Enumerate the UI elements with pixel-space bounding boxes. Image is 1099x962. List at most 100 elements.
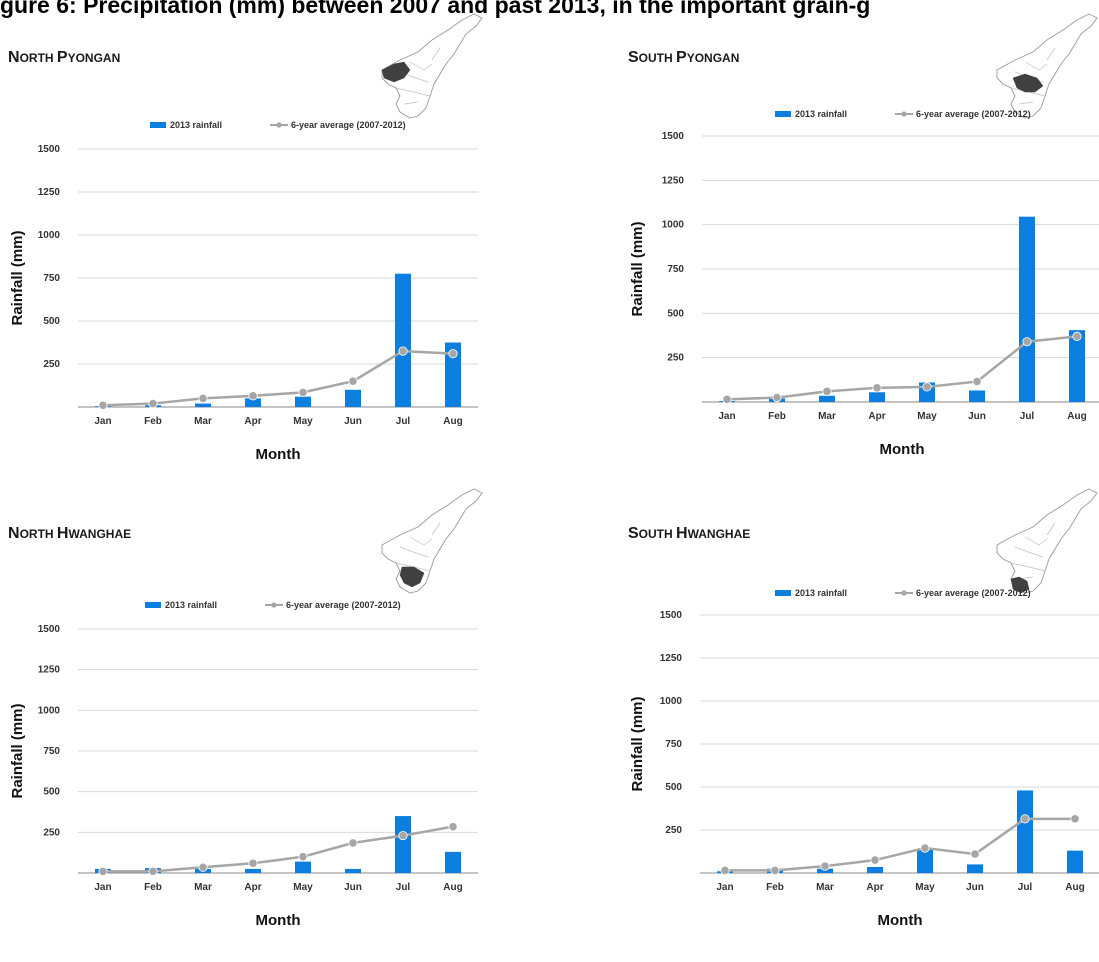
bar-2013-mar: [817, 868, 833, 873]
bar-2013-jun: [345, 868, 361, 873]
x-axis-title: Month: [878, 912, 923, 929]
south-pyongan-chart-panel: SOUTH PYONGAN 2013 rainfall 6-year average…: [620, 13, 1099, 492]
bar-2013-aug: [445, 851, 461, 873]
average-point-feb: [148, 398, 158, 409]
y-tick-label: 1000: [38, 705, 61, 716]
average-point-feb: [772, 392, 782, 403]
average-point-apr: [248, 391, 258, 401]
chart-title: NORTH PYONGAN: [8, 49, 120, 66]
x-tick-label: Jun: [344, 882, 362, 893]
south-pyongan-map-icon: [996, 13, 1098, 119]
average-point-aug: [1070, 814, 1080, 824]
x-tick-label: Aug: [1067, 411, 1086, 422]
y-tick-label: 1500: [38, 144, 61, 155]
x-tick-label: Feb: [144, 882, 162, 893]
x-tick-label: Feb: [144, 416, 162, 427]
bar-2013-apr: [245, 398, 261, 407]
y-axis-title: Rainfall (mm): [629, 221, 646, 316]
legend-bar-swatch: [150, 122, 166, 128]
x-tick-label: Jan: [94, 882, 111, 893]
x-tick-label: Jan: [718, 411, 735, 422]
chart-svg: NORTH PYONGAN 2013 rainfall 6-year average…: [8, 13, 483, 463]
average-point-aug: [448, 822, 458, 832]
highlighted-province-shape: [399, 566, 425, 588]
y-tick-label: 750: [665, 739, 682, 750]
y-tick-label: 250: [43, 827, 60, 838]
average-point-jul: [398, 346, 408, 356]
x-tick-label: Apr: [244, 882, 261, 893]
province-borders-shape: [395, 47, 441, 105]
chart-svg: NORTH HWANGHAE 2013 rainfall 6-year averag…: [8, 488, 483, 929]
average-point-jul: [1020, 814, 1030, 824]
average-point-jul: [1022, 337, 1032, 347]
y-tick-label: 750: [667, 264, 684, 275]
y-tick-label: 1500: [662, 131, 685, 142]
x-tick-label: Mar: [816, 882, 834, 893]
y-tick-label: 750: [43, 746, 60, 757]
average-point-aug: [1072, 331, 1082, 341]
six-year-average-line: [103, 825, 454, 873]
bar-2013-mar: [195, 403, 211, 407]
chart-legend: 2013 rainfall 6-year average (2007-2012): [775, 109, 1031, 119]
x-axis-title: Month: [256, 446, 301, 463]
average-point-jan: [98, 400, 108, 410]
y-tick-label: 1000: [662, 220, 685, 231]
legend-marker-swatch: [276, 122, 282, 128]
bar-2013-aug: [445, 342, 461, 407]
bar-2013-may: [295, 861, 311, 873]
x-axis-title: Month: [880, 441, 925, 458]
legend-bar-swatch: [775, 590, 791, 596]
y-tick-label: 1500: [38, 624, 61, 635]
legend-label-6-year-average: 6-year average (2007-2012): [916, 109, 1031, 119]
x-axis-title: Month: [256, 912, 301, 929]
page-title: gure 6: Precipitation (mm) between 2007 …: [0, 0, 871, 18]
chart-title: SOUTH HWANGHAE: [628, 525, 750, 542]
x-tick-label: Feb: [766, 882, 784, 893]
x-tick-label: Jun: [344, 416, 362, 427]
bar-2013-jun: [969, 390, 985, 402]
y-tick-label: 750: [43, 273, 60, 284]
x-tick-label: Apr: [866, 882, 883, 893]
average-point-jul: [398, 830, 408, 841]
bar-2013-jun: [967, 864, 983, 873]
korea-outline-shape: [381, 488, 483, 594]
y-tick-label: 250: [43, 359, 60, 370]
bar-2013-jul: [1019, 216, 1035, 402]
average-point-jan: [98, 866, 108, 876]
average-point-jan: [720, 865, 730, 876]
legend-marker-swatch: [901, 590, 907, 596]
bar-2013-apr: [867, 866, 883, 873]
legend-marker-swatch: [271, 602, 277, 608]
legend-label-6-year-average: 6-year average (2007-2012): [916, 588, 1031, 598]
x-tick-label: Aug: [443, 416, 462, 427]
highlighted-province-shape: [1012, 73, 1044, 93]
average-point-mar: [198, 862, 208, 872]
average-point-feb: [148, 866, 158, 876]
x-tick-label: Apr: [868, 411, 885, 422]
legend-label-2013-rainfall: 2013 rainfall: [165, 600, 217, 610]
x-tick-label: May: [293, 882, 313, 893]
legend-label-6-year-average: 6-year average (2007-2012): [291, 120, 406, 130]
y-tick-label: 1250: [660, 653, 683, 664]
x-tick-label: May: [915, 882, 935, 893]
north-pyongan-chart-panel: NORTH PYONGAN 2013 rainfall 6-year average…: [0, 13, 545, 492]
y-tick-label: 1250: [38, 187, 61, 198]
bar-2013-mar: [819, 395, 835, 402]
chart-legend: 2013 rainfall 6-year average (2007-2012): [150, 120, 406, 130]
chart-svg: SOUTH PYONGAN 2013 rainfall 6-year average…: [628, 13, 1099, 458]
legend-label-2013-rainfall: 2013 rainfall: [795, 588, 847, 598]
legend-label-2013-rainfall: 2013 rainfall: [170, 120, 222, 130]
average-point-may: [298, 852, 308, 862]
six-year-average-line: [726, 335, 1078, 401]
average-point-jan: [722, 394, 732, 404]
x-tick-label: Jun: [966, 882, 984, 893]
average-point-mar: [198, 393, 208, 403]
y-tick-label: 1000: [38, 230, 61, 241]
x-tick-label: Mar: [194, 882, 212, 893]
bar-2013-may: [917, 848, 933, 873]
average-point-may: [298, 387, 308, 397]
north-pyongan-map-icon: [381, 13, 483, 119]
x-tick-label: Aug: [1065, 882, 1084, 893]
average-point-feb: [770, 865, 780, 876]
x-tick-label: Mar: [194, 416, 212, 427]
